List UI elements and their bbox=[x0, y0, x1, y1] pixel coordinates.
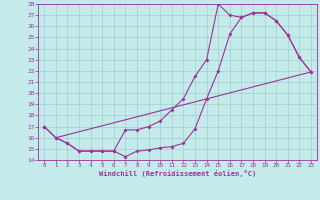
X-axis label: Windchill (Refroidissement éolien,°C): Windchill (Refroidissement éolien,°C) bbox=[99, 170, 256, 177]
